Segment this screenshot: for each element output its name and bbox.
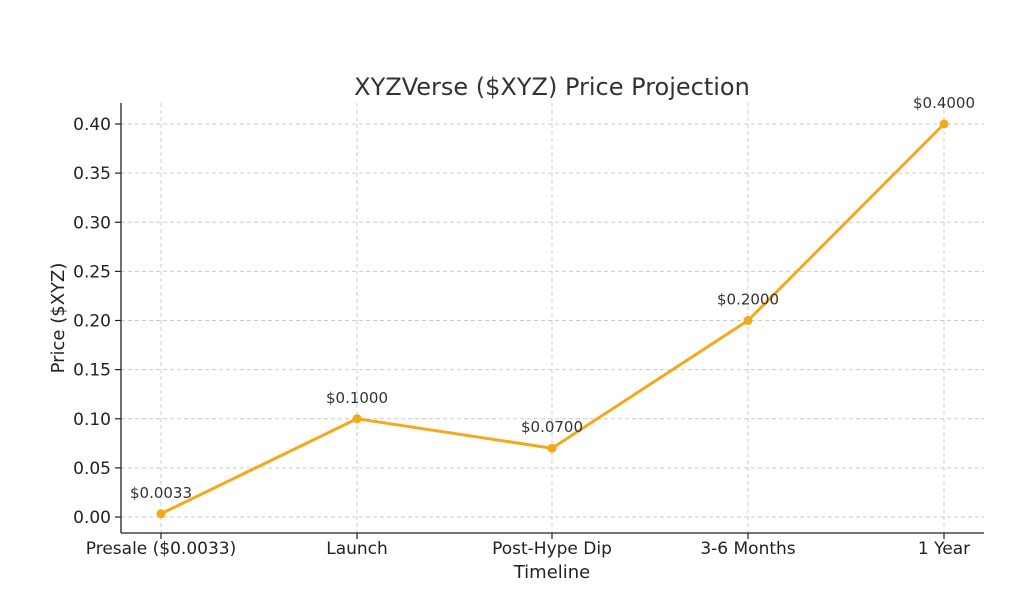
y-axis-label: Price ($XYZ) [48, 263, 69, 374]
y-tick-label: 0.40 [73, 115, 111, 135]
x-axis-label: Timeline [513, 562, 591, 583]
data-point [743, 316, 753, 325]
y-ticks: 0.00 0.05 0.10 0.15 0.20 0.25 0.30 0.35 0.40 [73, 115, 121, 528]
x-tick-label: Presale ($0.0033) [86, 539, 236, 559]
chart-title: XYZVerse ($XYZ) Price Projection [354, 73, 750, 101]
y-tick-label: 0.30 [73, 213, 111, 233]
y-tick-label: 0.25 [73, 262, 111, 282]
data-label: $0.2000 [717, 291, 779, 309]
series: $0.0033 $0.1000 $0.0700 $0.2000 $0.4000 [130, 94, 975, 519]
x-tick-label: 3-6 Months [700, 539, 795, 559]
x-ticks: Presale ($0.0033) Launch Post-Hype Dip 3-6 … [86, 533, 970, 559]
x-tick-label: Post-Hype Dip [492, 539, 612, 559]
y-tick-label: 0.05 [73, 459, 111, 479]
y-tick-label: 0.15 [73, 361, 111, 381]
data-label: $0.4000 [913, 94, 975, 112]
y-tick-label: 0.20 [73, 312, 111, 332]
x-tick-label: 1 Year [918, 539, 970, 559]
y-tick-label: 0.10 [73, 410, 111, 430]
data-label: $0.1000 [326, 389, 388, 407]
data-label: $0.0033 [130, 484, 192, 502]
y-tick-label: 0.00 [73, 508, 111, 528]
data-point [352, 414, 362, 424]
y-tick-label: 0.35 [73, 164, 111, 184]
x-tick-label: Launch [326, 539, 388, 559]
data-label: $0.0700 [521, 418, 583, 436]
grid [121, 103, 984, 533]
data-point [939, 119, 949, 129]
data-point [156, 509, 166, 519]
data-point [547, 443, 557, 453]
